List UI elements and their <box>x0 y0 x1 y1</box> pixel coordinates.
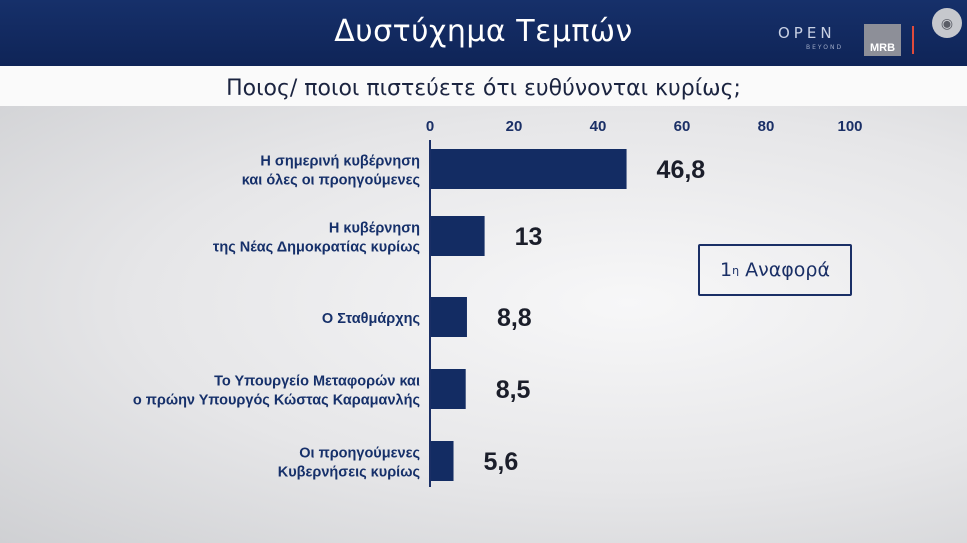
category-label: Ο Σταθμάρχης <box>322 311 420 327</box>
bar-value-label: 8,5 <box>496 376 531 404</box>
first-mention-suffix: η <box>732 263 740 277</box>
category-label: Κυβερνήσεις κυρίως <box>278 465 420 481</box>
bar-value-label: 13 <box>515 223 543 251</box>
first-mention-number: 1 <box>719 259 733 281</box>
bar <box>431 149 627 189</box>
x-tick-label: 60 <box>674 118 691 135</box>
x-tick-label: 80 <box>758 118 775 135</box>
x-tick-label: 40 <box>590 118 607 135</box>
x-tick-label: 100 <box>837 118 862 135</box>
header-bar <box>0 0 967 66</box>
bar-value-label: 5,6 <box>484 448 519 476</box>
bar <box>431 441 454 481</box>
category-label: Η σημερινή κυβέρνηση <box>260 154 420 170</box>
bar <box>431 216 485 256</box>
pollster-badge: MRB <box>864 24 901 56</box>
chart-subtitle: Ποιος/ ποιοι πιστεύετε ότι ευθύνονται κυ… <box>226 76 741 101</box>
logo-divider <box>912 26 914 54</box>
bar-value-label: 46,8 <box>657 156 706 184</box>
category-label: Το Υπουργείο Μεταφορών και <box>214 374 420 390</box>
page-title: Δυστύχημα Τεμπών <box>334 14 633 49</box>
category-label: Η κυβέρνηση <box>329 221 420 237</box>
x-tick-label: 0 <box>426 118 434 135</box>
bar-value-label: 8,8 <box>497 304 532 332</box>
category-label: Οι προηγούμενες <box>299 446 420 462</box>
bar <box>431 369 466 409</box>
category-label: ο πρώην Υπουργός Κώστας Καραμανλής <box>133 393 420 409</box>
subtitle-band <box>0 66 967 106</box>
category-label: της Νέας Δημοκρατίας κυρίως <box>213 240 420 256</box>
category-label: και όλες οι προηγούμενες <box>242 173 420 189</box>
channel-logo-subtext: BEYOND <box>806 44 844 51</box>
bar <box>431 297 467 337</box>
x-tick-label: 20 <box>506 118 523 135</box>
channel-logo: OPEN <box>778 24 836 42</box>
camera-icon[interactable]: ◉ <box>932 8 962 38</box>
first-mention-text: Αναφορά <box>745 259 830 281</box>
